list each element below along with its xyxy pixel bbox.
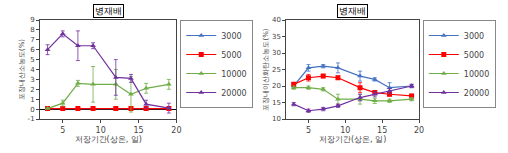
svg-text:5: 5 [30, 56, 34, 64]
svg-text:6: 6 [30, 46, 35, 54]
svg-text:포장내산소농도(%): 포장내산소농도(%) [18, 39, 26, 100]
svg-text:15: 15 [377, 126, 387, 135]
svg-text:4: 4 [30, 66, 35, 74]
svg-text:포장내이산화탄소농도(%): 포장내이산화탄소농도(%) [262, 28, 270, 110]
svg-text:35: 35 [272, 33, 281, 41]
svg-text:병재배: 병재배 [339, 6, 366, 16]
svg-text:저장기간(상온, 일): 저장기간(상온, 일) [319, 135, 386, 144]
svg-text:2: 2 [30, 86, 34, 94]
svg-text:3: 3 [30, 76, 34, 84]
svg-text:9: 9 [30, 16, 34, 24]
svg-text:3000: 3000 [221, 32, 241, 41]
svg-text:병재배: 병재배 [95, 6, 122, 16]
svg-text:1: 1 [30, 96, 34, 104]
svg-text:10: 10 [272, 115, 281, 123]
svg-text:10000: 10000 [464, 70, 489, 79]
svg-text:25: 25 [272, 66, 281, 74]
svg-text:0: 0 [30, 106, 34, 114]
svg-text:15: 15 [272, 99, 281, 107]
svg-text:3000: 3000 [464, 32, 484, 41]
svg-text:10000: 10000 [221, 70, 246, 79]
svg-text:30: 30 [272, 49, 281, 57]
svg-text:40: 40 [272, 16, 281, 24]
svg-text:10: 10 [96, 126, 106, 135]
svg-text:20: 20 [272, 82, 281, 90]
svg-text:20: 20 [171, 126, 181, 135]
svg-text:5: 5 [306, 126, 311, 135]
svg-text:5000: 5000 [464, 51, 484, 60]
svg-text:저장기간(상온, 일): 저장기간(상온, 일) [75, 135, 142, 144]
svg-text:7: 7 [30, 36, 34, 44]
svg-text:20: 20 [414, 126, 424, 135]
svg-text:-1: -1 [28, 115, 35, 123]
svg-text:15: 15 [133, 126, 143, 135]
svg-text:5000: 5000 [221, 51, 241, 60]
svg-text:8: 8 [30, 26, 34, 34]
svg-text:20000: 20000 [464, 89, 489, 98]
svg-text:10: 10 [340, 126, 350, 135]
svg-text:5: 5 [60, 126, 65, 135]
svg-text:20000: 20000 [221, 89, 246, 98]
